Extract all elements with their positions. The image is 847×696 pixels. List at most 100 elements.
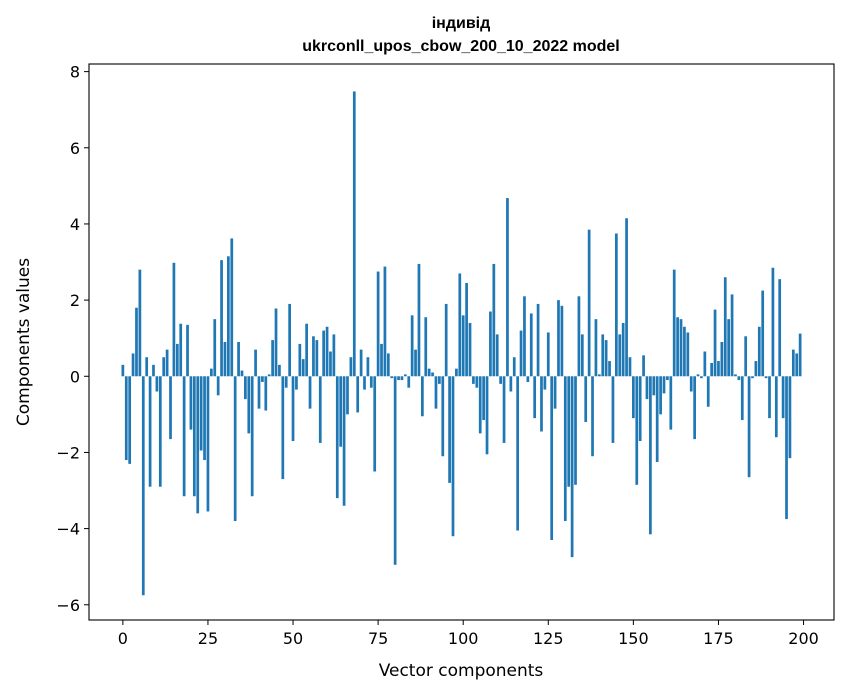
bar-6	[141, 376, 145, 596]
bar-89	[424, 317, 428, 377]
bar-10	[155, 376, 159, 392]
bar-197	[791, 349, 795, 377]
bar-121	[533, 376, 537, 419]
bar-77	[383, 266, 387, 377]
bar-166	[686, 332, 690, 377]
bar-131	[567, 376, 571, 487]
bar-30	[223, 342, 227, 377]
bar-167	[689, 376, 693, 392]
bar-144	[611, 376, 615, 443]
bar-88	[421, 376, 424, 417]
bar-68	[352, 91, 356, 377]
bar-134	[577, 296, 581, 377]
bar-72	[366, 357, 370, 377]
bar-198	[795, 353, 799, 377]
bar-137	[587, 229, 591, 377]
x-tick-label: 0	[118, 629, 128, 648]
bar-174	[713, 309, 717, 377]
bar-125	[546, 332, 550, 377]
bar-48	[284, 376, 288, 388]
bar-165	[683, 326, 686, 377]
bar-161	[669, 376, 673, 430]
bar-65	[342, 376, 346, 506]
bar-102	[468, 322, 472, 377]
bar-73	[369, 376, 373, 388]
bar-90	[427, 368, 431, 377]
bar-175	[717, 361, 720, 377]
bar-35	[240, 370, 244, 377]
bar-124	[543, 376, 547, 390]
bar-154	[645, 376, 649, 400]
bar-138	[591, 376, 594, 457]
bar-106	[482, 376, 485, 421]
bar-136	[584, 376, 588, 422]
bar-139	[594, 319, 598, 377]
bar-183	[744, 336, 748, 377]
bar-159	[662, 376, 666, 394]
bar-58	[318, 376, 322, 443]
bar-80	[393, 376, 397, 565]
bar-57	[315, 340, 319, 377]
bar-145	[614, 233, 618, 377]
bar-140	[597, 374, 601, 377]
bar-119	[526, 376, 530, 382]
bar-127	[553, 376, 557, 409]
bar-87	[417, 263, 421, 377]
x-tick-label: 175	[703, 629, 734, 648]
bar-31	[227, 256, 230, 377]
bar-27	[213, 319, 217, 377]
bar-42	[264, 376, 268, 411]
plot-frame	[88, 63, 835, 621]
bar-188	[761, 290, 765, 377]
bar-153	[642, 355, 645, 377]
bar-123	[540, 376, 543, 432]
bar-163	[676, 317, 679, 377]
bar-103	[472, 376, 475, 384]
x-axis-ticks: 0 25 50 75 100 125 150 175 200	[118, 620, 819, 648]
bar-28	[216, 376, 220, 396]
bar-60	[325, 326, 329, 377]
y-tick-label: −6	[56, 596, 80, 615]
bar-187	[757, 326, 761, 377]
bar-105	[478, 376, 482, 434]
bar-110	[495, 334, 499, 377]
bar-171	[703, 351, 707, 377]
bar-133	[574, 376, 577, 485]
bar-95	[444, 303, 448, 377]
bar-52	[298, 343, 302, 377]
bar-94	[441, 376, 445, 457]
bar-44	[271, 340, 274, 377]
y-tick-label: 2	[70, 291, 80, 310]
bar-9	[152, 364, 155, 377]
bar-24	[203, 376, 206, 461]
bar-128	[557, 300, 560, 377]
bar-2	[128, 376, 132, 464]
bar-126	[550, 376, 554, 541]
bar-83	[403, 374, 407, 377]
x-tick-label: 25	[198, 629, 218, 648]
bar-53	[301, 359, 305, 377]
bar-120	[529, 313, 533, 377]
bar-62	[332, 334, 336, 377]
bar-22	[196, 376, 200, 514]
bar-182	[740, 376, 744, 421]
bar-13	[165, 349, 169, 377]
x-axis-label: Vector components	[379, 661, 544, 681]
bar-168	[693, 376, 696, 440]
bar-29	[220, 260, 223, 377]
bar-43	[267, 374, 271, 377]
bar-118	[523, 296, 526, 377]
bar-114	[509, 376, 513, 392]
x-tick-label: 100	[448, 629, 479, 648]
bar-34	[237, 342, 240, 377]
bar-70	[359, 349, 363, 377]
bar-132	[570, 376, 574, 558]
bar-36	[244, 376, 247, 400]
x-tick-label: 75	[368, 629, 388, 648]
bar-179	[730, 294, 734, 377]
bar-45	[274, 308, 278, 377]
bar-81	[397, 376, 400, 381]
bar-25	[206, 376, 210, 512]
bar-46	[278, 364, 281, 377]
